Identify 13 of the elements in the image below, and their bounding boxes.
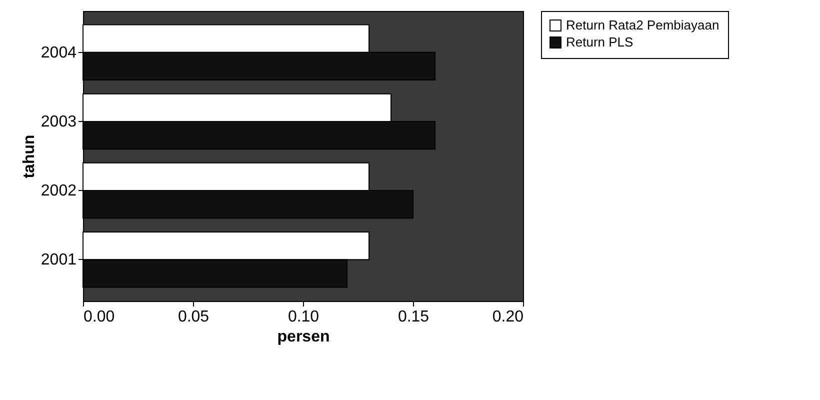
y-tick-label: 2002 xyxy=(40,182,77,200)
legend-label: Return Rata2 Pembiayaan xyxy=(566,18,720,32)
y-tick-label: 2001 xyxy=(40,252,77,269)
x-axis-title: persen xyxy=(277,328,330,346)
x-tick-label: 0.00 xyxy=(84,308,115,326)
legend-label: Return PLS xyxy=(566,34,634,50)
y-tick-label: 2003 xyxy=(40,113,77,130)
y-axis-title: tahun xyxy=(20,134,38,178)
x-tick-label: 0.20 xyxy=(492,308,524,326)
x-tick-label: 0.05 xyxy=(178,308,210,326)
x-tick-label: 0.15 xyxy=(398,308,430,326)
y-tick-label: 2004 xyxy=(40,44,77,62)
x-tick-label: 0.10 xyxy=(288,308,320,326)
